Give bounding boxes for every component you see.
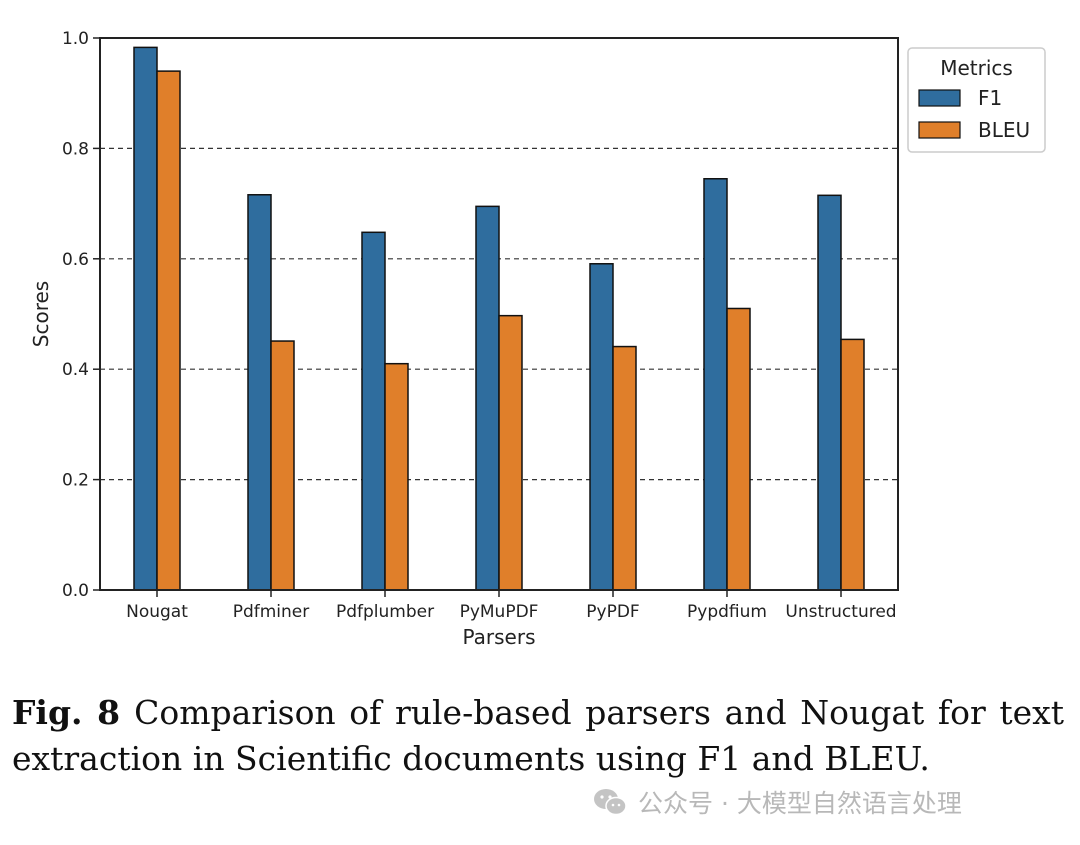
bar-bleu-pymupdf [498, 314, 523, 591]
figure-label: Fig. 8 [12, 693, 121, 732]
bar-bleu-unstructured [840, 338, 865, 591]
x-tick-label: PyPDF [586, 602, 639, 622]
caption-text: Comparison of rule-based parsers and Nou… [12, 693, 1064, 778]
y-tick-label: 0.6 [62, 250, 89, 270]
bar-bleu-pypdf [612, 345, 637, 591]
legend-items: F1 BLEU [918, 86, 1030, 142]
watermark: 公众号 · 大模型自然语言处理 [592, 784, 962, 820]
y-axis-ticks: 0.0 0.2 0.4 0.6 0.8 1.0 [62, 29, 100, 601]
bars [133, 46, 865, 591]
x-tick-label: Nougat [126, 602, 188, 622]
figure-caption: Fig. 8 Comparison of rule-based parsers a… [12, 690, 1064, 782]
bar-f1-pdfminer [247, 194, 272, 591]
bar-f1-pypdfium [703, 178, 728, 591]
legend-title: Metrics [940, 56, 1013, 80]
bar-bleu-pypdfium [726, 307, 751, 591]
x-tick-label: Pdfplumber [336, 602, 434, 622]
bar-f1-pypdf [589, 263, 614, 591]
bar-bleu-pdfplumber [384, 362, 409, 591]
legend-label-f1: F1 [978, 86, 1002, 110]
legend-swatch-f1 [918, 89, 961, 107]
x-tick-label: Pypdfium [687, 602, 767, 622]
bar-f1-unstructured [817, 194, 842, 591]
x-tick-label: Pdfminer [233, 602, 310, 622]
y-tick-label: 0.0 [62, 581, 89, 601]
legend-label-bleu: BLEU [978, 118, 1030, 142]
y-tick-label: 0.4 [62, 360, 89, 380]
y-tick-label: 1.0 [62, 29, 89, 49]
bar-f1-pymupdf [475, 205, 500, 591]
y-tick-label: 0.8 [62, 139, 89, 159]
bar-f1-pdfplumber [361, 231, 386, 591]
watermark-text: 公众号 · 大模型自然语言处理 [638, 789, 962, 818]
y-axis-title: Scores [29, 281, 53, 347]
x-axis-title: Parsers [462, 625, 535, 649]
legend: Metrics F1 BLEU [907, 47, 1046, 153]
bar-f1-nougat [133, 46, 158, 591]
wechat-icon [594, 789, 627, 816]
legend-swatch-bleu [918, 121, 961, 139]
x-tick-label: Unstructured [785, 602, 896, 622]
y-tick-label: 0.2 [62, 471, 89, 491]
x-axis-ticks: Nougat Pdfminer Pdfplumber PyMuPDF PyPDF Pypd… [126, 590, 897, 622]
bar-bleu-pdfminer [270, 340, 295, 591]
x-tick-label: PyMuPDF [460, 602, 539, 622]
bar-chart: 0.0 0.2 0.4 0.6 0.8 1.0 Nougat Pdfminer Pdfplum… [29, 29, 1046, 649]
bar-bleu-nougat [156, 70, 181, 591]
